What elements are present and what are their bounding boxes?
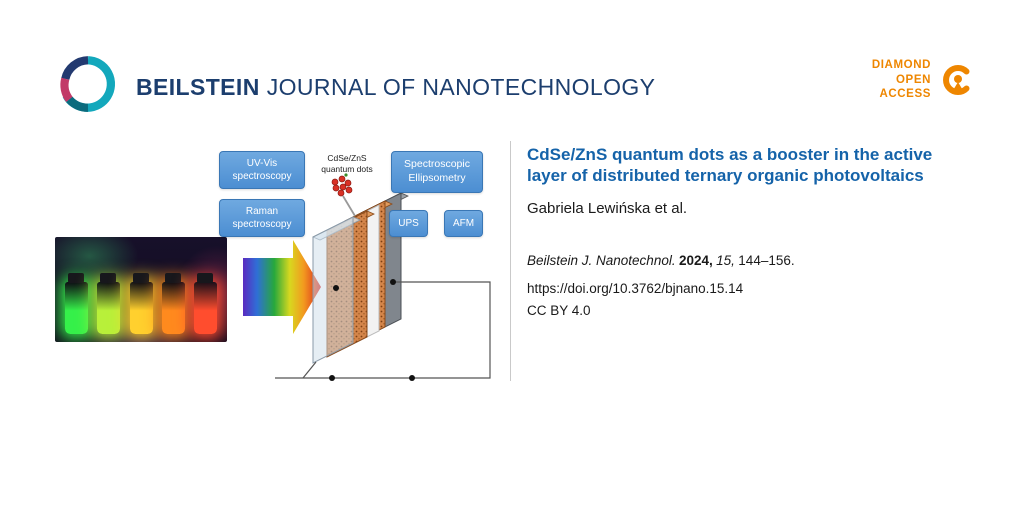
oa-line-access: ACCESS — [879, 88, 931, 101]
vial — [65, 273, 88, 334]
oa-line-open: OPEN — [896, 73, 931, 86]
brand-title: BEILSTEIN JOURNAL OF NANOTECHNOLOGY — [136, 74, 655, 101]
citation-pages: 144–156. — [738, 253, 795, 269]
box-ups: UPS — [389, 210, 428, 237]
glass-pane — [312, 216, 361, 364]
box-afm: AFM — [444, 210, 483, 237]
article-doi-link[interactable]: https://doi.org/10.3762/bjnano.15.14 — [527, 281, 744, 297]
spectrum-arrow — [243, 240, 321, 334]
vial-row — [65, 273, 217, 334]
open-access-lock-icon — [943, 65, 970, 95]
contact-dots — [329, 279, 415, 381]
citation-volume: 15, — [716, 253, 735, 269]
beilstein-logo-icon — [60, 56, 116, 112]
box-spectroscopic-ellipsometry: Spectroscopic Ellipsometry — [391, 151, 483, 193]
box-raman-spectroscopy: Raman spectroscopy — [219, 199, 305, 237]
open-access-badge: DIAMOND OPEN ACCESS — [872, 56, 978, 104]
device-diagram — [243, 173, 491, 381]
article-citation: Beilstein J. Nanotechnol. 2024, 15, 144–156… — [527, 253, 959, 268]
vial — [194, 273, 217, 334]
article-authors: Gabriela Lewińska et al. — [527, 200, 688, 218]
article-license: CC BY 4.0 — [527, 303, 591, 319]
article-info: CdSe/ZnS quantum dots as a booster in th… — [527, 144, 959, 318]
citation-year: 2024, — [678, 253, 713, 269]
brand-subtitle: JOURNAL OF NANOTECHNOLOGY — [266, 74, 656, 100]
citation-journal: Beilstein J. Nanotechnol. — [527, 253, 676, 269]
quantum-dots-photo — [55, 237, 227, 342]
vertical-divider — [510, 141, 511, 381]
quantum-dots-caption: CdSe/ZnS quantum dots — [321, 153, 373, 174]
article-title: CdSe/ZnS quantum dots as a booster in th… — [527, 145, 933, 186]
vial — [97, 273, 121, 334]
quantum-dots-icon — [331, 173, 356, 217]
vial — [129, 273, 153, 334]
vial — [161, 273, 185, 334]
box-uvvis-spectroscopy: UV-Vis spectroscopy — [219, 151, 305, 189]
circuit-wires — [275, 281, 491, 379]
open-access-label: DIAMOND OPEN ACCESS — [872, 58, 931, 103]
brand-name: BEILSTEIN — [136, 74, 260, 100]
oa-line-diamond: DIAMOND — [871, 58, 931, 71]
